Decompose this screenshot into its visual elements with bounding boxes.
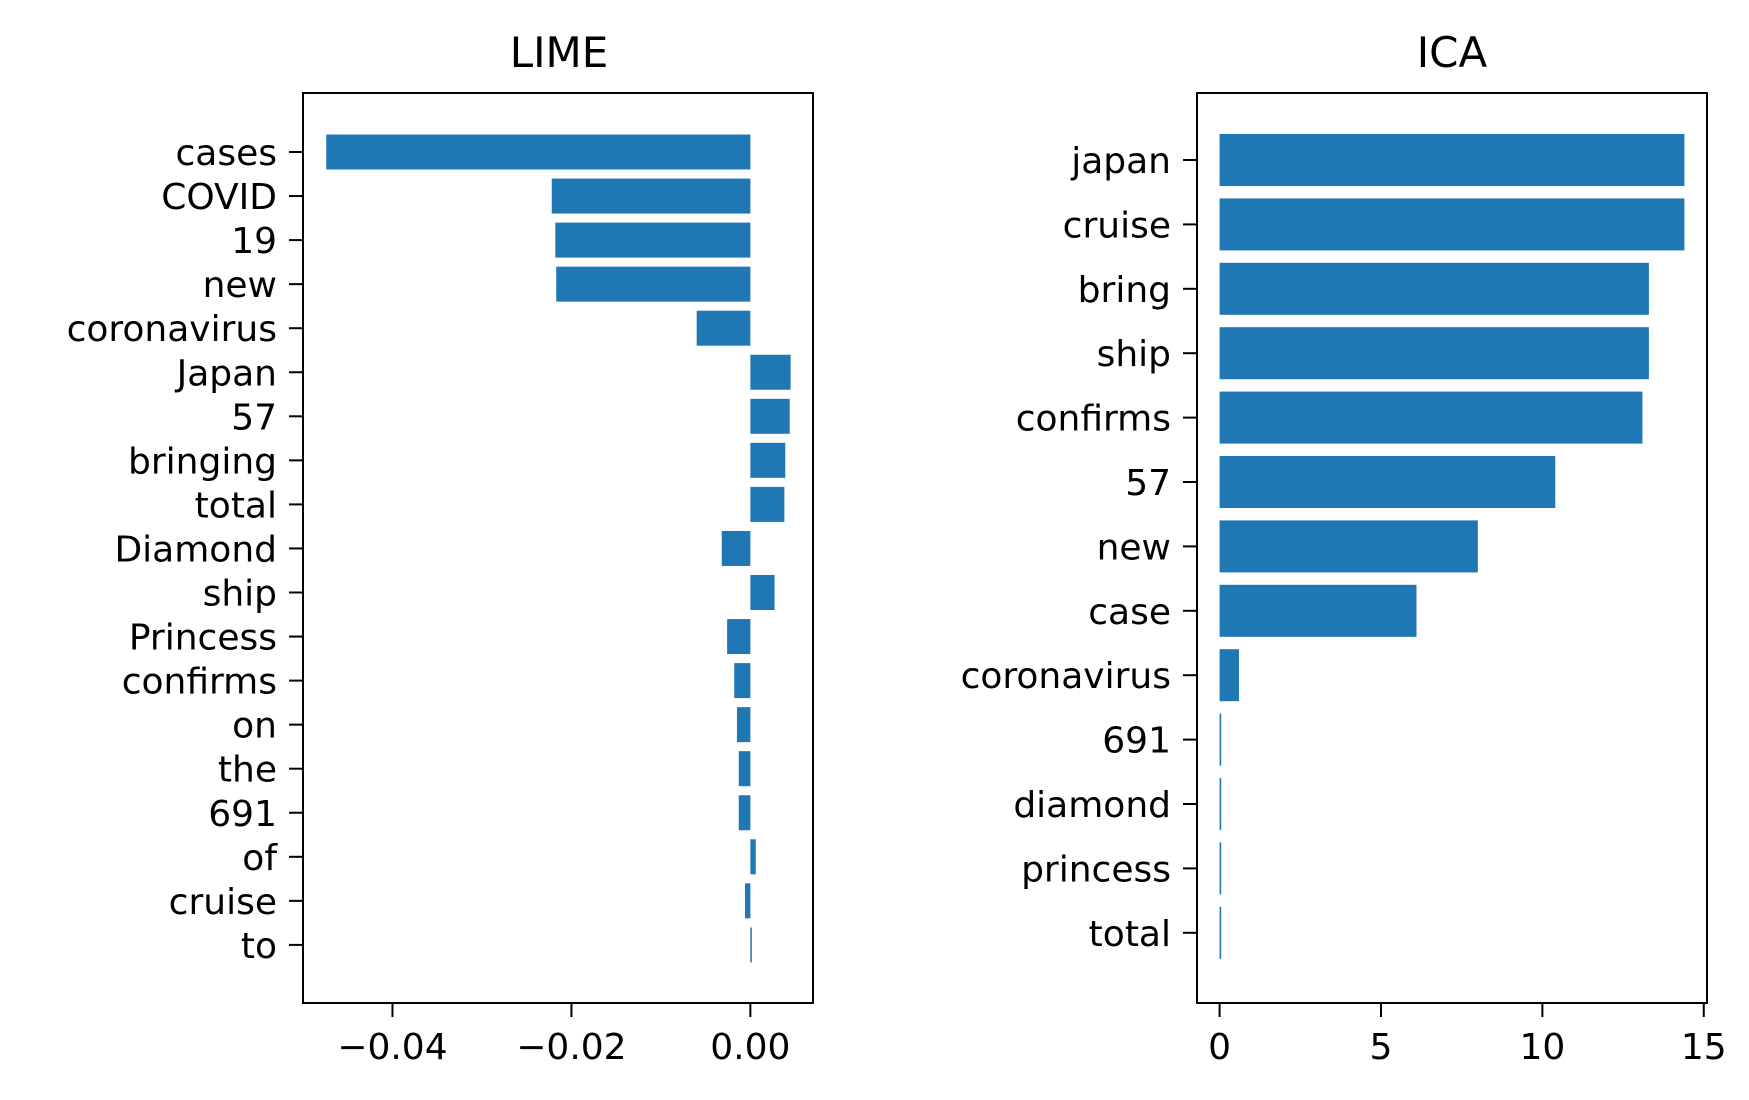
ica-bar — [1219, 842, 1222, 895]
ica-bar — [1219, 584, 1417, 637]
lime-y-tick-label: confirms — [122, 662, 277, 703]
lime-y-tick-label: Princess — [129, 618, 277, 659]
lime-y-tick-label: new — [203, 265, 277, 306]
ica-y-tick-label: bring — [1078, 270, 1171, 311]
ica-x-tick-label: 10 — [1519, 1027, 1565, 1068]
ica-bar — [1219, 906, 1222, 959]
lime-bar — [750, 839, 756, 875]
lime-bar — [721, 530, 751, 566]
lime-y-tick-label: Japan — [175, 353, 277, 394]
lime-y-tick-label: on — [232, 706, 277, 747]
lime-bar — [745, 883, 751, 919]
ica-bar — [1219, 327, 1649, 380]
lime-bar — [738, 795, 751, 831]
lime-x-tick-label: −0.04 — [337, 1027, 447, 1068]
lime-chart: LIME casesCOVID19newcoronavirusJapan57br… — [67, 28, 814, 1068]
lime-axes-frame — [302, 92, 814, 1004]
ica-y-axis: japan cruise bring ship confirms 57 new case cor… — [961, 141, 1197, 955]
lime-y-tick-label: cruise — [169, 882, 277, 923]
lime-bar — [551, 178, 751, 214]
ica-y-tick-label: case — [1088, 592, 1171, 633]
lime-y-tick-label: total — [195, 485, 277, 526]
ica-bar — [1219, 456, 1556, 508]
lime-y-tick-label: COVID — [161, 177, 277, 218]
lime-bar — [736, 707, 751, 743]
ica-bar — [1219, 649, 1239, 702]
ica-y-tick-label: princess — [1021, 849, 1171, 890]
lime-chart-title: LIME — [510, 28, 609, 77]
lime-x-axis: −0.04 −0.02 0.00 — [337, 1003, 790, 1068]
lime-bar — [750, 442, 786, 478]
ica-y-tick-label: total — [1089, 914, 1171, 955]
ica-y-tick-label: 691 — [1102, 721, 1171, 762]
lime-bar — [326, 134, 751, 170]
lime-y-tick-label: cases — [175, 133, 277, 174]
ica-x-tick-label: 15 — [1681, 1027, 1727, 1068]
ica-axes-frame — [1196, 92, 1708, 1004]
lime-x-tick-label: −0.02 — [516, 1027, 626, 1068]
ica-y-tick-label: 57 — [1125, 463, 1171, 504]
ica-bar — [1219, 198, 1685, 251]
lime-y-tick-label: of — [242, 838, 278, 879]
lime-bar — [750, 575, 775, 610]
lime-y-tick-label: the — [218, 750, 277, 791]
lime-bar — [556, 266, 751, 302]
ica-y-tick-label: japan — [1070, 141, 1171, 182]
lime-bar — [750, 354, 791, 390]
ica-x-tick-label: 0 — [1208, 1027, 1231, 1068]
lime-y-tick-label: to — [241, 926, 277, 967]
ica-bar — [1219, 391, 1643, 444]
lime-bar — [750, 927, 752, 963]
lime-y-tick-label: ship — [203, 574, 277, 615]
lime-x-tick-label: 0.00 — [710, 1027, 790, 1068]
ica-y-tick-label: new — [1097, 527, 1171, 568]
lime-y-tick-label: bringing — [128, 441, 277, 482]
lime-bar — [734, 663, 751, 699]
lime-y-tick-label: 691 — [208, 794, 277, 835]
ica-chart: ICA japan cruise bring ship confirms 57 new cas… — [961, 28, 1727, 1068]
ica-x-axis: 0 5 10 15 — [1208, 1003, 1727, 1068]
ica-chart-title: ICA — [1417, 28, 1488, 77]
ica-bar — [1219, 713, 1222, 766]
lime-bar — [555, 222, 751, 258]
ica-bar — [1219, 778, 1222, 830]
ica-bar — [1219, 520, 1478, 573]
lime-bar — [727, 619, 751, 655]
lime-bars — [326, 134, 791, 963]
lime-y-tick-label: coronavirus — [67, 309, 277, 350]
ica-bars — [1219, 134, 1685, 959]
lime-bar — [750, 398, 790, 434]
ica-y-tick-label: cruise — [1063, 205, 1171, 246]
lime-y-axis: casesCOVID19newcoronavirusJapan57bringin… — [67, 133, 303, 967]
ica-y-tick-label: ship — [1097, 334, 1171, 375]
ica-y-tick-label: coronavirus — [961, 656, 1171, 697]
lime-bar — [738, 751, 751, 787]
ica-y-tick-label: diamond — [1013, 785, 1171, 826]
ica-x-tick-label: 5 — [1370, 1027, 1393, 1068]
lime-bar — [750, 486, 785, 522]
lime-bar — [696, 310, 751, 346]
lime-y-tick-label: Diamond — [114, 529, 277, 570]
lime-y-tick-label: 19 — [231, 221, 277, 262]
ica-bar — [1219, 262, 1649, 315]
ica-y-tick-label: confirms — [1016, 399, 1171, 440]
ica-bar — [1219, 134, 1685, 186]
lime-y-tick-label: 57 — [231, 397, 277, 438]
